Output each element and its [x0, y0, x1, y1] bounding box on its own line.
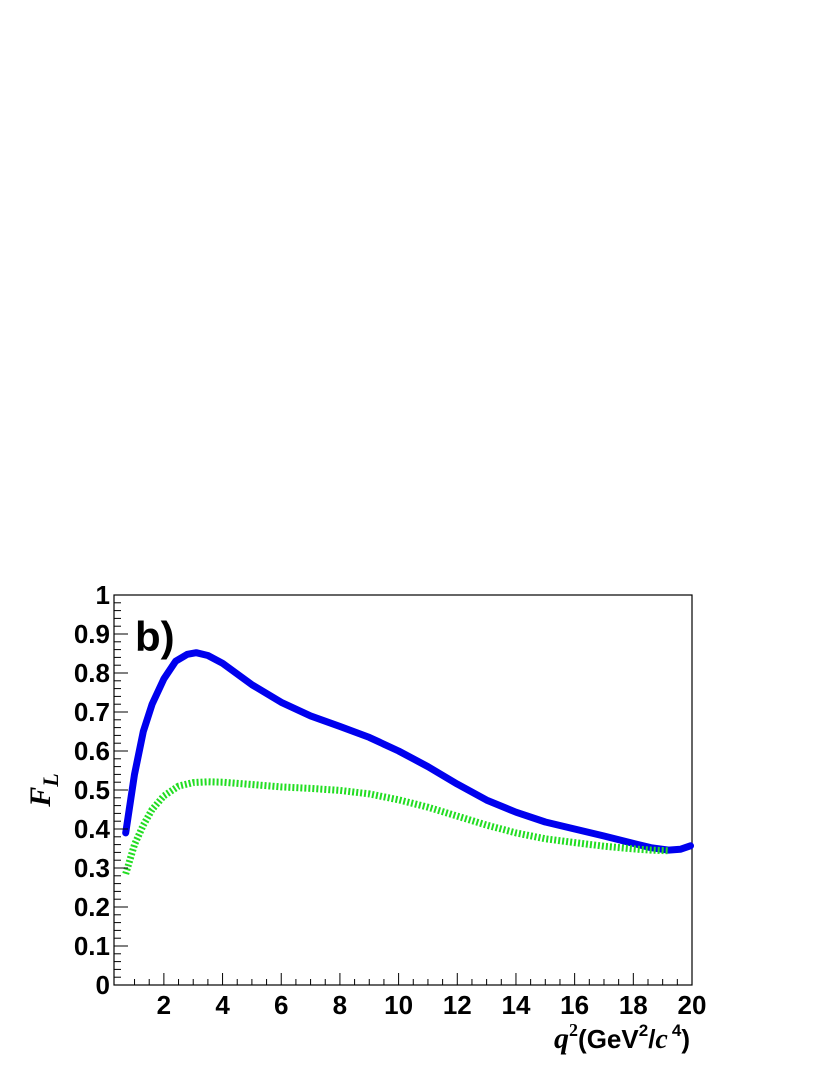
x-tick-label: 4 [215, 990, 230, 1020]
x-tick-labels: 2 4 6 8 10 12 14 16 18 20 [157, 990, 707, 1020]
x-tick-label: 6 [274, 990, 288, 1020]
y-axis-title-main: F [24, 787, 57, 808]
x-axis-unit-open: (GeV [578, 1024, 639, 1054]
x-axis-var-sup: 2 [569, 1020, 578, 1040]
y-tick-label: 0.2 [74, 892, 110, 922]
x-axis-unit-sup: 2 [639, 1021, 648, 1040]
x-tick-label: 8 [333, 990, 347, 1020]
x-axis-unit-close: ) [681, 1024, 690, 1054]
x-tick-label: 14 [501, 990, 530, 1020]
series-line-2 [122, 778, 669, 875]
x-tick-label: 18 [619, 990, 648, 1020]
x-tick-label: 16 [560, 990, 589, 1020]
x-tick-label: 12 [443, 990, 472, 1020]
y-axis-title: FL [24, 773, 63, 807]
x-tick-label: 2 [157, 990, 171, 1020]
y-tick-label: 0.6 [74, 736, 110, 766]
y-tick-label: 0.8 [74, 658, 110, 688]
x-axis-c: c [655, 1024, 668, 1055]
y-axis-title-sub: L [38, 773, 63, 787]
y-tick-label: 0.3 [74, 853, 110, 883]
y-tick-label: 0.1 [74, 931, 110, 961]
x-axis-c-sup: 4 [672, 1021, 682, 1040]
y-tick-label: 0.4 [74, 814, 111, 844]
y-tick-label: 0.5 [74, 775, 110, 805]
panel-label: b) [135, 613, 175, 660]
y-tick-label: 0 [96, 970, 110, 1000]
x-tick-label: 20 [678, 990, 707, 1020]
y-tick-labels: 0 0.1 0.2 0.3 0.4 0.5 0.6 0.7 0.8 0.9 1 [74, 580, 111, 1000]
x-axis-var: q [554, 1022, 569, 1055]
x-tick-label: 10 [384, 990, 413, 1020]
x-axis-title: q2(GeV2/c 4) [554, 1020, 690, 1055]
series-line-1 [122, 649, 694, 854]
ticks-layer [114, 594, 693, 986]
x-axis-slash: / [648, 1024, 655, 1054]
y-tick-label: 1 [96, 580, 110, 610]
y-tick-label: 0.7 [74, 697, 110, 727]
y-tick-label: 0.9 [74, 619, 110, 649]
series-layer [122, 649, 694, 875]
